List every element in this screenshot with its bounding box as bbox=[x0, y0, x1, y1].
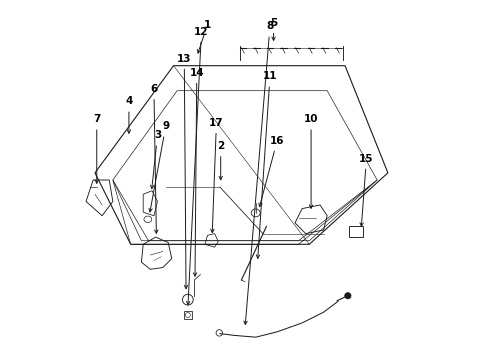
Text: 5: 5 bbox=[270, 18, 277, 40]
Text: 6: 6 bbox=[150, 84, 158, 233]
Text: 14: 14 bbox=[190, 68, 204, 276]
Text: 8: 8 bbox=[244, 21, 273, 324]
Text: 10: 10 bbox=[304, 114, 318, 208]
Text: 13: 13 bbox=[177, 54, 192, 289]
Text: 4: 4 bbox=[125, 96, 133, 133]
Text: 2: 2 bbox=[217, 141, 224, 180]
Circle shape bbox=[344, 293, 351, 299]
Text: 12: 12 bbox=[187, 27, 209, 305]
Text: 7: 7 bbox=[93, 114, 100, 183]
Text: 9: 9 bbox=[149, 121, 169, 212]
Text: 11: 11 bbox=[256, 71, 277, 258]
Text: 1: 1 bbox=[197, 19, 211, 53]
Text: 3: 3 bbox=[150, 130, 161, 189]
Text: 15: 15 bbox=[359, 154, 374, 226]
Text: 17: 17 bbox=[209, 118, 224, 233]
Text: 16: 16 bbox=[259, 136, 284, 207]
